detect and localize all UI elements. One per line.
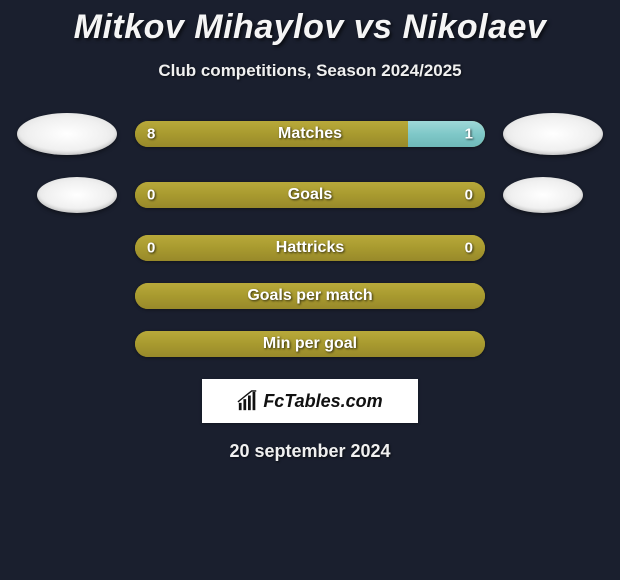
stat-bar: 8 Matches 1 — [135, 121, 485, 147]
player-right-avatar — [503, 113, 603, 155]
stat-bar: 0 Hattricks 0 — [135, 235, 485, 261]
stat-row: 0 Goals 0 — [0, 177, 620, 213]
stat-value-left: 0 — [147, 240, 155, 257]
stat-label: Min per goal — [263, 335, 357, 353]
stat-value-right: 0 — [465, 240, 473, 257]
player-left-avatar — [37, 177, 117, 213]
bar-segment-right — [408, 121, 485, 147]
stat-bar: Goals per match — [135, 283, 485, 309]
stat-value-right: 0 — [465, 187, 473, 204]
stat-row: 0 Hattricks 0 — [0, 235, 620, 261]
stat-row: 8 Matches 1 — [0, 113, 620, 155]
date-label: 20 september 2024 — [0, 441, 620, 462]
stat-value-right: 1 — [465, 126, 473, 143]
page-title: Mitkov Mihaylov vs Nikolaev — [0, 8, 620, 47]
stat-rows: 8 Matches 1 0 Goals 0 0 Hattricks — [0, 113, 620, 357]
stat-row: Goals per match — [0, 283, 620, 309]
stat-bar: Min per goal — [135, 331, 485, 357]
stat-label: Goals — [288, 186, 332, 204]
stat-value-left: 0 — [147, 187, 155, 204]
bar-chart-icon — [237, 390, 259, 412]
stat-row: Min per goal — [0, 331, 620, 357]
logo-text: FcTables.com — [263, 391, 382, 412]
comparison-card: Mitkov Mihaylov vs Nikolaev Club competi… — [0, 0, 620, 462]
stat-bar: 0 Goals 0 — [135, 182, 485, 208]
stat-label: Goals per match — [247, 287, 372, 305]
player-right-avatar — [503, 177, 583, 213]
bar-segment-left — [135, 121, 408, 147]
subtitle: Club competitions, Season 2024/2025 — [0, 61, 620, 81]
stat-value-left: 8 — [147, 126, 155, 143]
player-left-avatar — [17, 113, 117, 155]
site-logo: FcTables.com — [202, 379, 418, 423]
stat-label: Matches — [278, 125, 342, 143]
logo-inner: FcTables.com — [237, 390, 382, 412]
stat-label: Hattricks — [276, 239, 344, 257]
